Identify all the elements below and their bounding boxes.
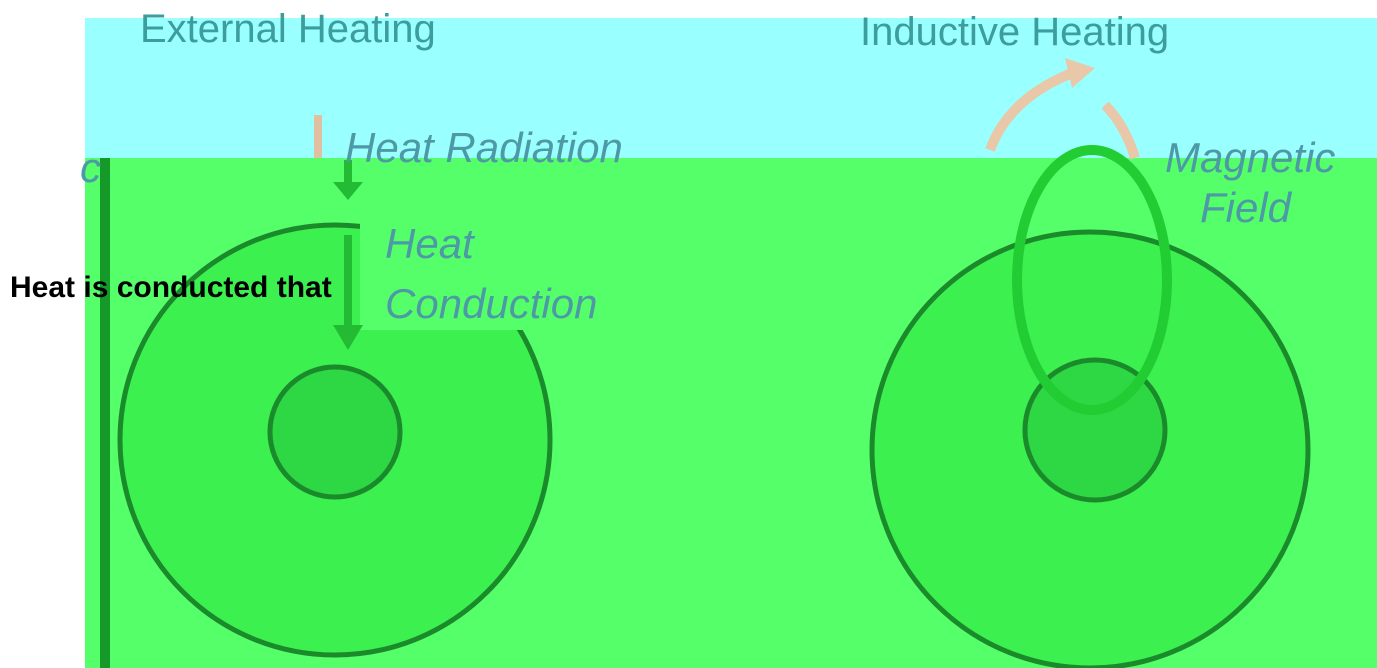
inner-core	[270, 367, 400, 497]
edge-fragment: c	[80, 144, 101, 191]
panel-title: External Heating	[140, 7, 436, 51]
caption: Heat is conducted that	[10, 271, 332, 304]
diagram: External Heating Inductive Heating Heat …	[0, 0, 1377, 668]
conduction-label: Heat	[385, 220, 476, 267]
left-bar	[100, 158, 110, 668]
field-label: Magnetic	[1165, 134, 1335, 181]
field-label: Field	[1200, 184, 1293, 231]
radiation-label: Heat Radiation	[345, 124, 623, 171]
conduction-label: Conduction	[385, 280, 597, 327]
panel-title: Inductive Heating	[860, 10, 1169, 54]
